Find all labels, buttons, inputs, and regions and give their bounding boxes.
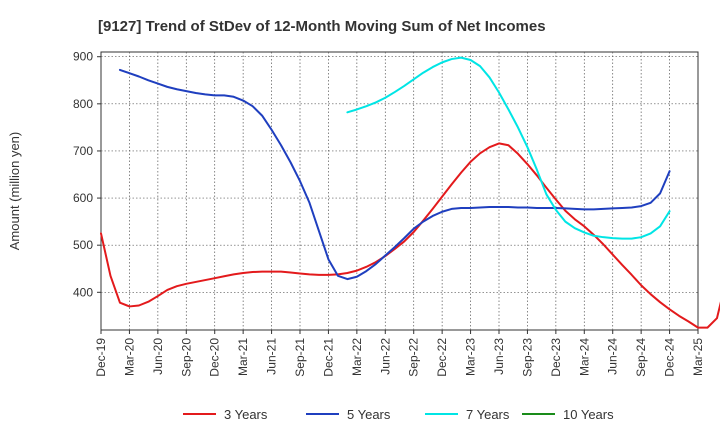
legend-label-10-years: 10 Years [563, 407, 614, 422]
y-axis-label: Amount (million yen) [7, 132, 22, 251]
y-tick-label: 700 [73, 144, 93, 158]
legend-label-5-years: 5 Years [347, 407, 391, 422]
x-tick-label: Dec-19 [94, 338, 108, 377]
x-tick-label: Jun-22 [378, 338, 392, 375]
x-tick-label: Mar-23 [464, 338, 478, 376]
x-tick-label: Sep-24 [634, 338, 648, 377]
plot-area [100, 51, 699, 331]
x-tick-label: Mar-24 [577, 338, 591, 376]
x-tick-label: Jun-24 [606, 338, 620, 375]
series-line-3-years [100, 142, 720, 329]
series-lines [100, 56, 720, 329]
legend: 3 Years 5 Years 7 Years 10 Years [183, 407, 614, 422]
x-tick-label: Dec-20 [208, 338, 222, 377]
y-tick-label: 400 [73, 285, 93, 299]
grid-lines [101, 52, 698, 330]
y-tick-label: 900 [73, 50, 93, 64]
y-axis: 400 500 600 700 800 900 [73, 50, 101, 299]
legend-label-7-years: 7 Years [466, 407, 510, 422]
y-tick-label: 800 [73, 97, 93, 111]
x-tick-label: Jun-21 [265, 338, 279, 375]
x-tick-label: Dec-23 [549, 338, 563, 377]
x-tick-label: Sep-21 [293, 338, 307, 377]
x-tick-label: Mar-21 [236, 338, 250, 376]
series-line-7-years [346, 56, 671, 240]
x-tick-label: Dec-22 [435, 338, 449, 377]
chart-title: [9127] Trend of StDev of 12-Month Moving… [98, 18, 546, 35]
y-tick-label: 600 [73, 191, 93, 205]
x-tick-label: Sep-22 [407, 338, 421, 377]
series-line-5-years [118, 68, 671, 281]
legend-label-3-years: 3 Years [224, 407, 268, 422]
x-tick-label: Mar-22 [350, 338, 364, 376]
x-tick-label: Jun-20 [151, 338, 165, 375]
x-tick-label: Sep-20 [179, 338, 193, 377]
x-tick-label: Mar-25 [691, 338, 705, 376]
x-tick-label: Mar-20 [122, 338, 136, 376]
x-axis: Dec-19 Mar-20 Jun-20 Sep-20 Dec-20 Mar-21 Jun-… [94, 330, 705, 377]
x-tick-label: Dec-24 [663, 338, 677, 377]
x-tick-label: Sep-23 [520, 338, 534, 377]
x-tick-label: Jun-23 [492, 338, 506, 375]
y-tick-label: 500 [73, 238, 93, 252]
x-tick-label: Dec-21 [321, 338, 335, 377]
